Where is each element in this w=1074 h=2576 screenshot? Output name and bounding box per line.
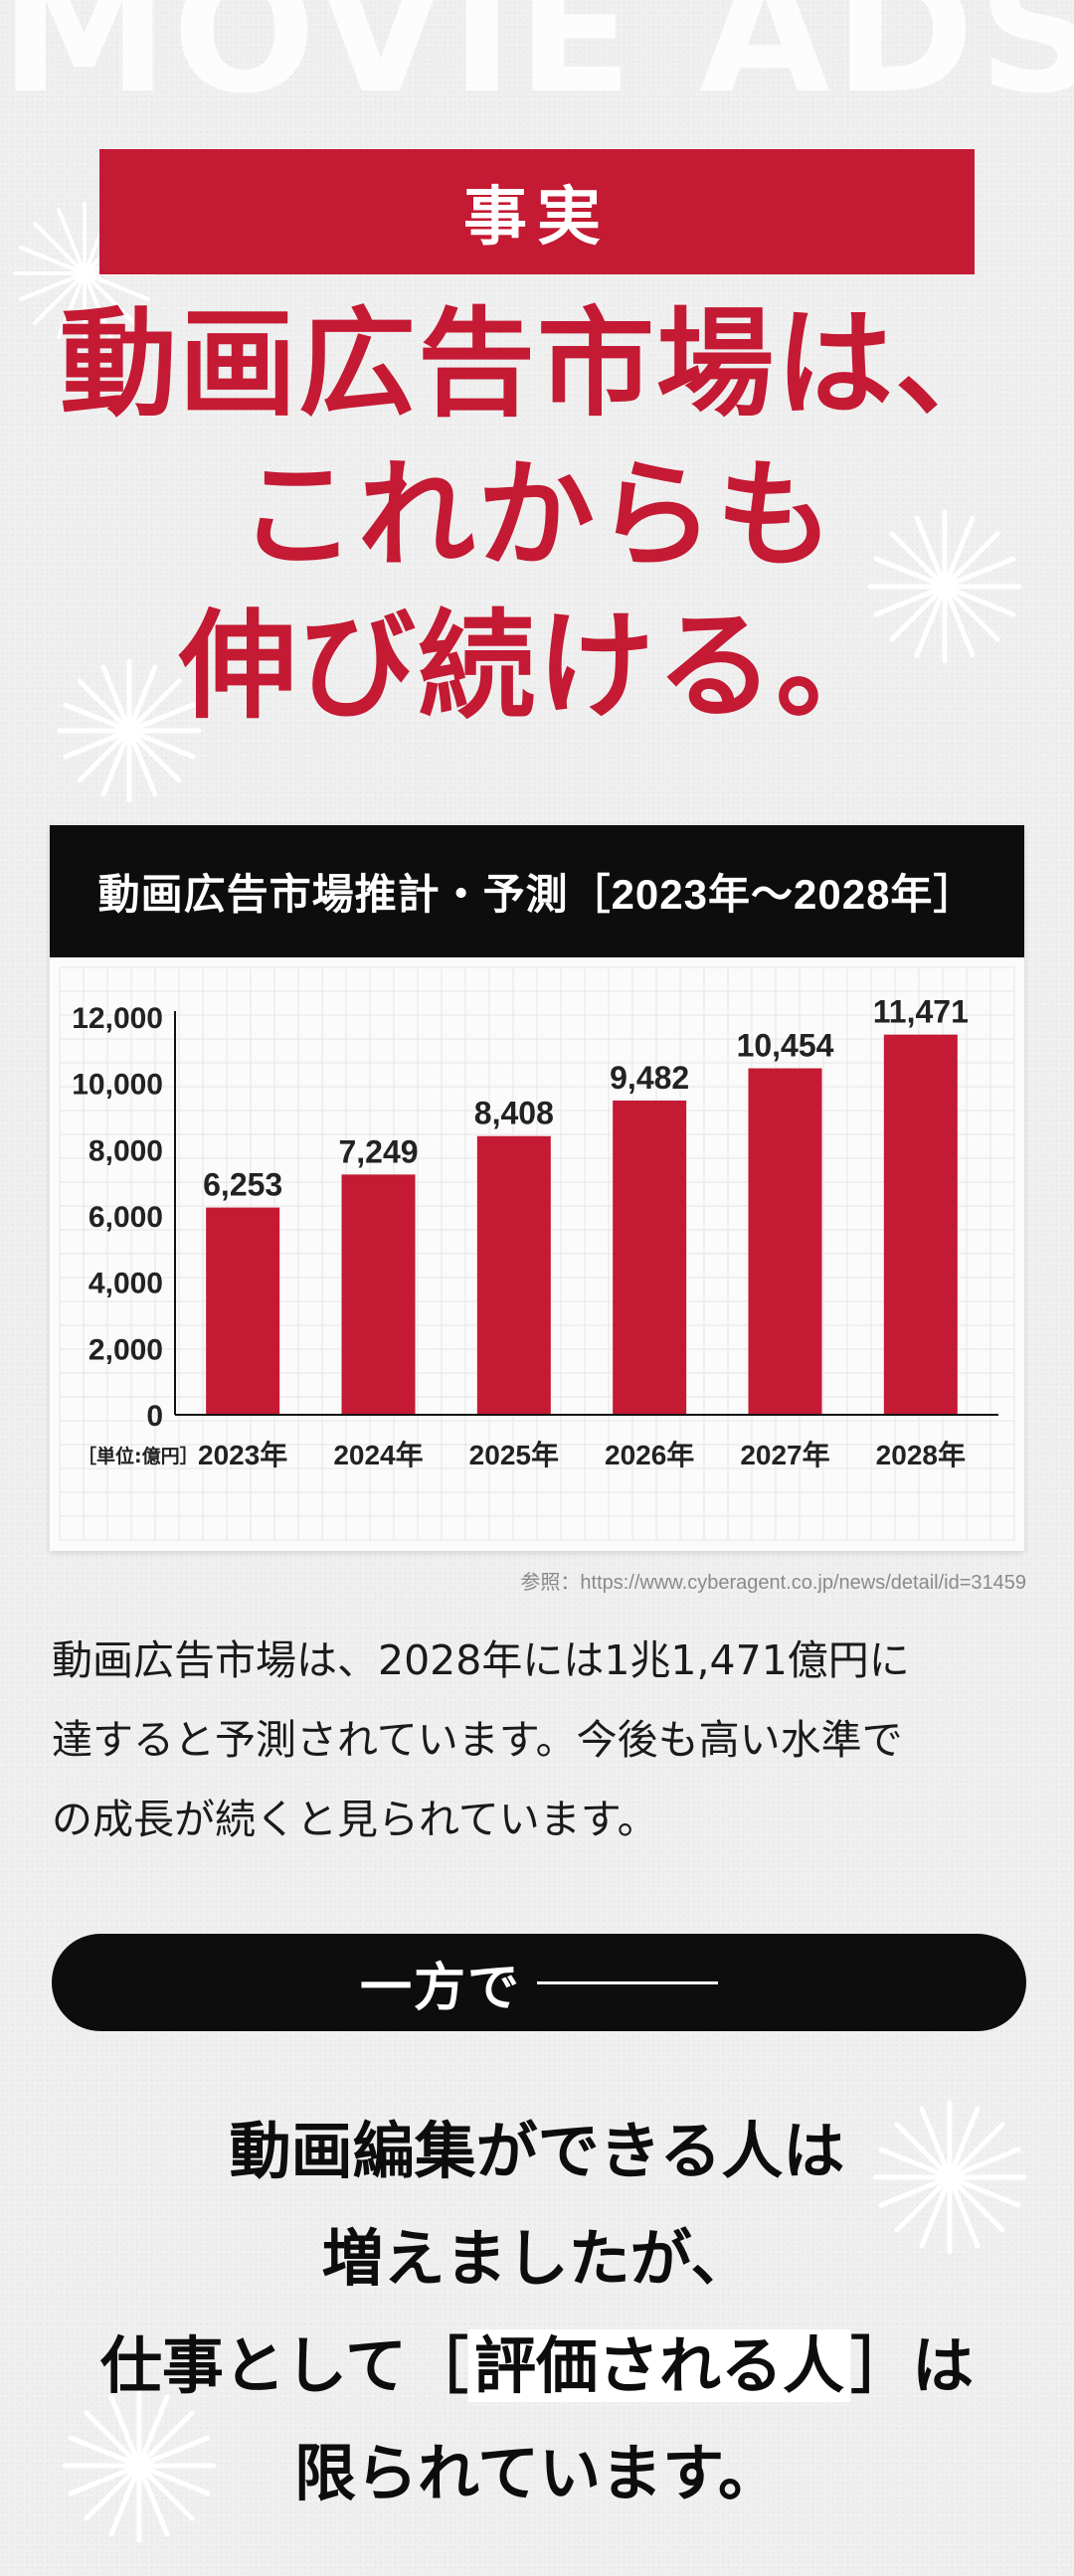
closing-highlight: 評価される人 [468, 2329, 851, 2402]
chart-title-bar: 動画広告市場推計・予測［2023年〜2028年］ [50, 825, 1024, 957]
section-divider-pill: 一方で [52, 1934, 1026, 2031]
bar-value-label: 6,253 [203, 1167, 282, 1203]
chart-title: 動画広告市場推計・予測［2023年〜2028年］ [97, 871, 977, 918]
y-tick-label: 10,000 [72, 1069, 163, 1102]
body-line-2: 達すると予測されています。今後も高い水準で [52, 1716, 903, 1764]
dash-line [537, 1980, 718, 1984]
body-line-1: 動画広告市場は、2028年には1兆1,471億円に [52, 1636, 910, 1684]
x-category-label: 2027年 [740, 1439, 829, 1470]
fact-label: 事実 [463, 181, 611, 255]
y-tick-label: 4,000 [89, 1268, 163, 1300]
y-tick-label: 0 [146, 1400, 163, 1433]
x-category-label: 2024年 [333, 1439, 423, 1470]
bar-chart: 0 2,000 4,000 6,000 8,000 10,000 12,000 6,253 20… [59, 966, 1015, 1541]
closing-line-3-post: ］は [850, 2329, 975, 2402]
x-category-label: 2025年 [469, 1439, 559, 1470]
sparkle-decoration-right [867, 509, 1022, 664]
bar [613, 1100, 687, 1415]
source-citation: 参照：https://www.cyberagent.co.jp/news/det… [520, 1572, 1026, 1594]
bar [748, 1068, 822, 1415]
sparkle-decoration-left [57, 658, 202, 803]
x-category-label: 2028年 [876, 1439, 966, 1470]
bar [476, 1135, 551, 1415]
sparkle-decoration-top-left [13, 202, 156, 345]
chart-card: 動画広告市場推計・予測［2023年〜2028年］ 0 2,000 4,000 6,00… [50, 825, 1024, 1551]
bar [206, 1207, 280, 1415]
bar-value-label: 9,482 [610, 1060, 689, 1096]
y-tick-label: 8,000 [89, 1134, 163, 1167]
headline: 動画広告市場は、 これからも 伸び続ける。 [0, 295, 1074, 757]
bar-value-label: 7,249 [338, 1133, 418, 1169]
bar [883, 1034, 958, 1415]
body-line-3: の成長が続くと見られています。 [52, 1796, 658, 1843]
bar-value-label: 11,471 [873, 994, 969, 1030]
x-category-label: 2026年 [605, 1439, 694, 1470]
background-watermark-word: MOVIE ADS [0, 0, 1074, 131]
y-tick-label: 6,000 [89, 1201, 163, 1234]
closing-line-4: 限られています。 [294, 2437, 780, 2509]
headline-line-3: 伸び続ける。 [178, 597, 895, 735]
headline-line-2: これからも [238, 445, 835, 584]
bar-value-label: 8,408 [474, 1096, 554, 1131]
closing-line-3: 仕事として［評価される人］は [0, 2313, 1074, 2420]
pill-label: 一方で [359, 1958, 521, 2018]
bar [341, 1174, 416, 1415]
y-tick-label: 2,000 [89, 1333, 163, 1366]
sparkle-decoration-bottom-left [62, 2388, 217, 2543]
closing-line-1: 動画編集ができる人は [229, 2115, 845, 2187]
headline-line-1: 動画広告市場は、 [59, 295, 1014, 432]
body-paragraph: 動画広告市場は、2028年には1兆1,471億円に 達すると予測されています。今… [52, 1621, 1026, 1859]
closing-line-3-pre: 仕事として［ [99, 2329, 469, 2402]
sparkle-decoration-bottom-right [872, 2100, 1027, 2255]
bar-value-label: 10,454 [737, 1028, 834, 1064]
x-category-label: 2023年 [198, 1439, 287, 1470]
y-tick-label: 12,000 [72, 1002, 163, 1035]
fact-banner: 事実 [99, 149, 975, 274]
unit-label: ［単位:億円］ [78, 1445, 199, 1467]
closing-message: 動画編集ができる人は 増えましたが、 仕事として［評価される人］は 限られていま… [0, 2098, 1074, 2527]
closing-line-2: 増えましたが、 [321, 2222, 753, 2295]
